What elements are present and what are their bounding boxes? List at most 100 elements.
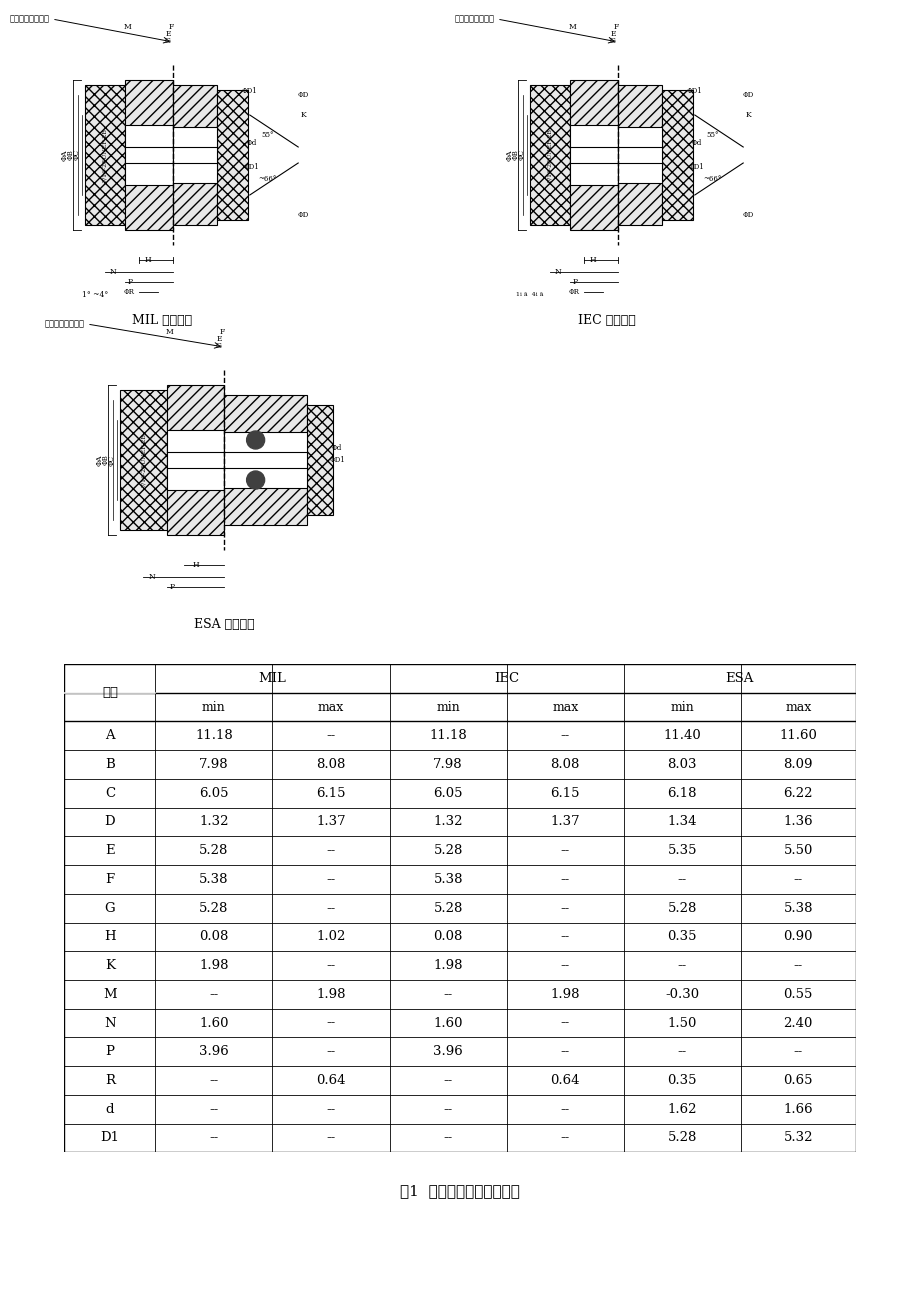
Text: 1.50: 1.50 [667,1017,697,1030]
Text: 0.08: 0.08 [199,931,229,944]
Text: P: P [106,1046,114,1059]
Text: 1.98: 1.98 [550,988,579,1001]
Text: d: d [106,1103,114,1116]
Text: Φd: Φd [691,139,701,147]
Text: MIL 标准界面: MIL 标准界面 [131,314,192,327]
Text: --: -- [326,844,335,857]
Bar [618,85,662,225]
Text: ΦD1: ΦD1 [688,163,704,171]
Text: --: -- [326,1103,335,1116]
Text: --: -- [443,988,452,1001]
Text: H: H [144,256,152,264]
Text: 电气和机械基准面: 电气和机械基准面 [10,16,50,23]
Text: ΦD1: ΦD1 [686,87,702,95]
Text: 7.98: 7.98 [199,758,229,771]
Bar [166,385,223,535]
Text: 3.96: 3.96 [433,1046,462,1059]
Text: --: -- [210,1103,219,1116]
Bar [217,90,247,220]
Text: 11.18: 11.18 [195,729,233,742]
Text: 5.28: 5.28 [667,902,697,914]
Text: 5.28: 5.28 [199,902,229,914]
Text: 5.28: 5.28 [667,1131,697,1144]
Text: ΦD: ΦD [742,91,753,99]
Text: 1.66: 1.66 [783,1103,812,1116]
Text: 5.38: 5.38 [199,872,229,885]
Text: 8.09: 8.09 [783,758,812,771]
Text: H: H [192,561,199,569]
Text: --: -- [210,1131,219,1144]
Text: N: N [104,1017,116,1030]
Text: max: max [784,700,811,713]
Text: D: D [105,815,115,828]
Text: ~66°: ~66° [702,174,720,184]
Text: IEC 标准界面: IEC 标准界面 [577,314,635,327]
Text: R: R [105,1074,115,1087]
Text: 0.35: 0.35 [667,1074,697,1087]
Text: 6.05: 6.05 [433,786,462,799]
Text: 11.40: 11.40 [663,729,700,742]
Bar [662,90,692,220]
Text: F: F [105,872,114,885]
Text: ΦB: ΦB [512,150,519,160]
Text: 0.64: 0.64 [550,1074,579,1087]
Text: --: -- [560,902,569,914]
Text: 7/16-28UNEF-2B: 7/16-28UNEF-2B [547,128,551,182]
Text: 11.60: 11.60 [778,729,816,742]
Text: min: min [436,700,460,713]
Text: P: P [128,279,132,286]
Text: --: -- [210,988,219,1001]
Text: E: E [216,335,221,342]
Text: ΦD: ΦD [742,211,753,219]
Text: C: C [105,786,115,799]
Circle shape [246,471,265,490]
Text: 1.34: 1.34 [667,815,697,828]
Text: ΦA: ΦA [61,150,69,161]
Text: N: N [109,268,117,276]
Text: ΦB: ΦB [102,454,110,465]
Text: 1.60: 1.60 [199,1017,229,1030]
Text: ΦC: ΦC [73,150,81,160]
Bar [223,395,307,525]
Text: MIL: MIL [258,672,286,685]
Text: 2.40: 2.40 [783,1017,812,1030]
Text: --: -- [560,872,569,885]
Text: M: M [123,23,131,31]
Text: --: -- [560,844,569,857]
Text: K: K [300,111,306,118]
Bar [173,85,217,225]
Text: 55°: 55° [261,132,273,139]
Text: 1.32: 1.32 [433,815,462,828]
Text: 0.64: 0.64 [316,1074,346,1087]
Bar [529,85,569,225]
Text: 5.28: 5.28 [433,902,462,914]
Text: 1.62: 1.62 [667,1103,697,1116]
Text: --: -- [560,1103,569,1116]
Text: 1.02: 1.02 [316,931,346,944]
Text: --: -- [326,960,335,973]
Text: E: E [609,30,615,38]
Text: F: F [613,23,618,31]
Text: 6.15: 6.15 [316,786,346,799]
Text: 1.98: 1.98 [433,960,462,973]
Text: IEC: IEC [494,672,518,685]
Text: --: -- [560,729,569,742]
Bar [569,125,618,185]
Text: --: -- [560,1131,569,1144]
Text: ΦA: ΦA [505,150,514,161]
Text: Φd: Φd [246,139,256,147]
Text: 6.15: 6.15 [550,786,579,799]
Text: 图1  插针接触件连接器界面: 图1 插针接触件连接器界面 [400,1185,519,1198]
Text: min: min [202,700,225,713]
Bar [119,391,166,530]
Bar [166,430,223,490]
Text: N: N [554,268,561,276]
Text: ESA 标准界面: ESA 标准界面 [194,618,254,631]
Text: 5.32: 5.32 [783,1131,812,1144]
Text: ΦR: ΦR [568,288,579,296]
Text: K: K [744,111,750,118]
Bar [124,79,173,230]
Text: --: -- [326,1131,335,1144]
Text: 电气和机械基准面: 电气和机械基准面 [455,16,494,23]
Text: 1.32: 1.32 [199,815,229,828]
